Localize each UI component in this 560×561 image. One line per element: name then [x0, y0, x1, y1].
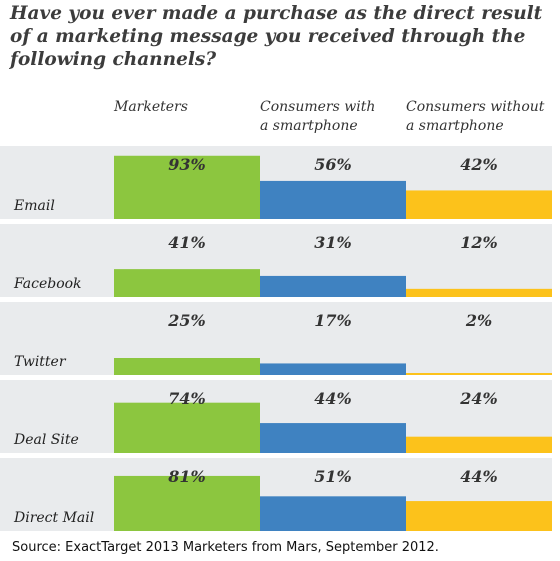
data-label-facebook-series-1: 41% — [168, 233, 205, 252]
data-label-direct-mail-series-1: 81% — [167, 467, 205, 486]
series-header-consumers-with-smartphone: Consumers with a smartphone — [260, 99, 376, 134]
data-label-facebook-series-2: 31% — [314, 233, 351, 252]
bar-facebook-series-3 — [406, 288, 552, 297]
series-header-marketers: Marketers — [114, 99, 188, 115]
bar-direct-mail-series-2 — [260, 496, 406, 531]
bar-email-series-1 — [114, 155, 260, 219]
bar-direct-mail-series-3 — [406, 501, 552, 531]
bar-email-series-3 — [406, 190, 552, 219]
bar-email-series-2 — [260, 180, 406, 219]
data-label-direct-mail-series-2: 51% — [314, 467, 351, 486]
data-label-email-series-3: 42% — [460, 155, 497, 174]
data-label-twitter-series-2: 17% — [314, 311, 351, 330]
bar-twitter-series-1 — [114, 358, 260, 375]
data-label-twitter-series-3: 2% — [465, 311, 492, 330]
data-label-email-series-1: 93% — [168, 155, 205, 174]
bar-deal-site-series-2 — [260, 423, 406, 453]
row-band-twitter — [0, 302, 552, 375]
data-label-twitter-series-1: 25% — [167, 311, 205, 330]
bar-facebook-series-2 — [260, 275, 406, 297]
category-label-email: Email — [13, 198, 55, 214]
bar-direct-mail-series-1 — [114, 475, 260, 531]
source-note: Source: ExactTarget 2013 Marketers from … — [12, 540, 439, 555]
data-label-direct-mail-series-3: 44% — [460, 467, 497, 486]
category-label-direct-mail: Direct Mail — [13, 510, 94, 526]
data-label-deal-site-series-2: 44% — [314, 389, 351, 408]
category-label-facebook: Facebook — [13, 276, 82, 292]
data-label-deal-site-series-1: 74% — [168, 389, 205, 408]
data-label-email-series-2: 56% — [314, 155, 351, 174]
category-label-twitter: Twitter — [14, 354, 67, 370]
bar-twitter-series-2 — [260, 363, 406, 375]
data-label-deal-site-series-3: 24% — [459, 389, 497, 408]
category-label-deal-site: Deal Site — [13, 432, 79, 448]
bar-deal-site-series-3 — [406, 436, 552, 453]
bar-twitter-series-3 — [406, 373, 552, 375]
data-label-facebook-series-3: 12% — [460, 233, 497, 252]
bar-facebook-series-1 — [114, 269, 260, 297]
chart-title: Have you ever made a purchase as the dir… — [10, 3, 543, 70]
bar-deal-site-series-1 — [114, 402, 260, 453]
series-header-consumers-without-smartphone: Consumers without a smartphone — [406, 99, 545, 134]
